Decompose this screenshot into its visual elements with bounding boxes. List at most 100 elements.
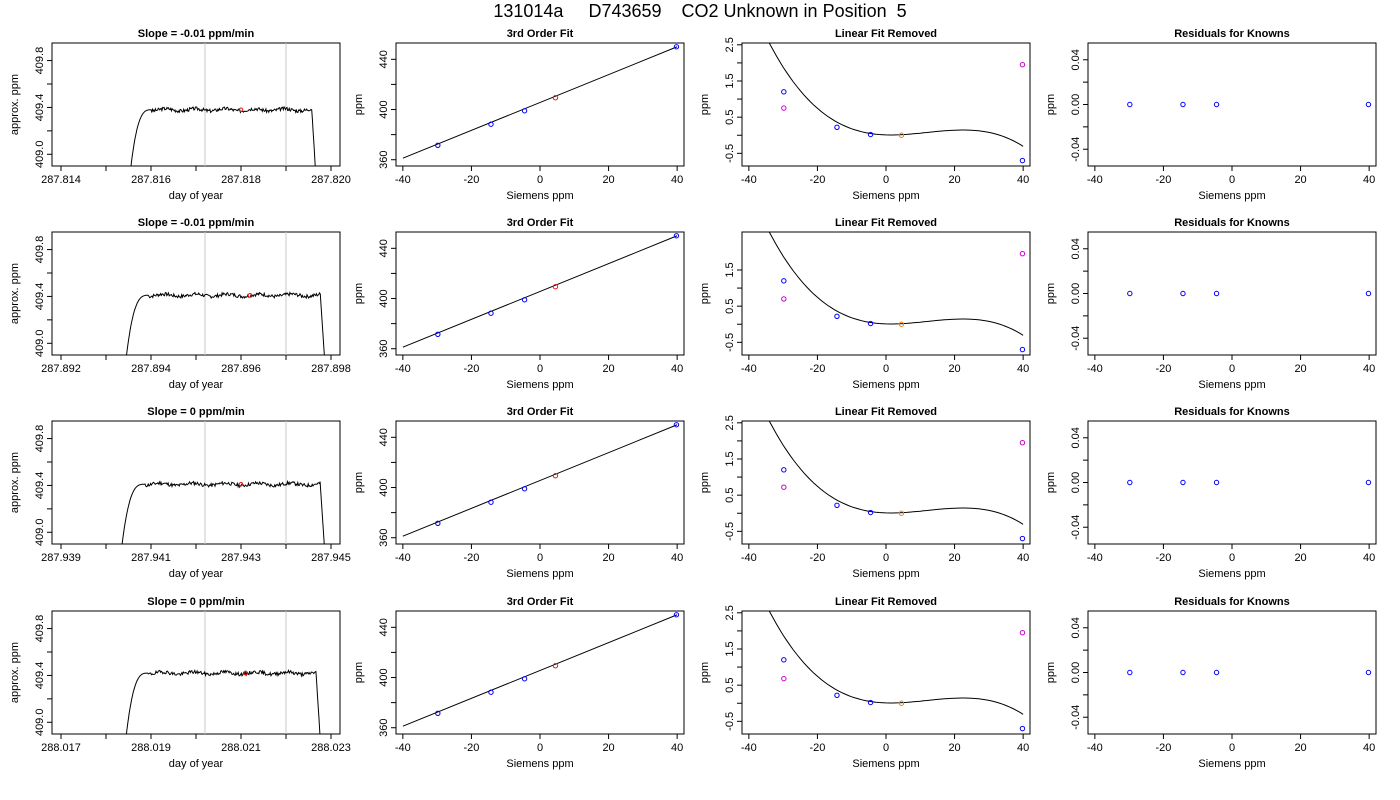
x-axis-label: Siemens ppm [1198,758,1265,770]
page-title: 131014a D743659 CO2 Unknown in Position … [493,1,907,21]
data-point [435,142,441,148]
x-tick-label: 40 [671,363,683,375]
y-tick-label: 2.5 [724,415,736,430]
data-point [552,284,559,290]
panel-title: 3rd Order Fit [507,217,574,229]
data-point [834,692,840,698]
plot-area [768,611,1026,732]
x-axis-label: Siemens ppm [852,379,919,391]
data-point [867,320,874,327]
panel-title: Linear Fit Removed [835,28,937,40]
y-axis-label: ppm [699,94,711,115]
y-tick-label: -0.5 [724,333,736,352]
y-tick-label: 0.00 [1070,662,1082,683]
y-tick-label: 409.0 [34,330,46,358]
ppm-trace [130,105,316,166]
y-tick-label: 409.4 [34,283,46,311]
x-tick-label: -20 [1155,363,1171,375]
data-point [521,297,528,303]
x-tick-label: 40 [671,174,683,186]
y-tick-label: 2.5 [724,37,736,52]
data-point [898,510,905,516]
plot-area [402,612,680,727]
y-tick-label: 400 [378,478,390,496]
data-point [1180,101,1186,108]
panel: Linear Fit Removed -40 -20 0 20 40 Siemens ppm… [699,406,1031,580]
y-tick-label: 440 [378,428,390,446]
plot-area [402,233,680,348]
x-tick-label: 0 [883,742,889,754]
x-tick-label: -20 [809,363,825,375]
data-point [1127,479,1133,486]
y-tick-label: 360 [378,340,390,358]
x-tick-label: 0 [537,174,543,186]
x-tick-label: 288.019 [131,742,171,754]
y-axis-label: ppm [1045,94,1057,115]
residual-curve [768,43,1024,147]
panel: Slope = -0.01 ppm/min 287.892 287.894 287.8… [9,217,351,391]
x-tick-label: -20 [809,742,825,754]
data-point [435,520,441,526]
panel: Residuals for Knowns -40 -20 0 20 40 Siemens p… [1045,28,1377,202]
x-tick-label: 287.816 [131,174,171,186]
panel: 3rd Order Fit -40 -20 0 20 40 Siemens ppm 360 40… [353,406,685,580]
plot-area [1127,479,1372,486]
data-point [1365,290,1372,297]
panel-title: Residuals for Knowns [1174,406,1290,418]
x-tick-label: -40 [1087,363,1103,375]
data-point [781,484,787,490]
data-point [1213,290,1220,297]
y-tick-label: 409.4 [34,472,46,500]
data-point [1127,669,1133,676]
data-point [1213,669,1220,676]
panel: Residuals for Knowns -40 -20 0 20 40 Siemens p… [1045,217,1377,391]
y-tick-label: 0.04 [1070,617,1082,638]
x-axis-label: day of year [169,758,224,770]
y-tick-label: 0.04 [1070,238,1082,259]
x-tick-label: 0 [1229,174,1235,186]
plot-frame [1087,42,1377,167]
y-tick-label: -0.04 [1070,515,1082,540]
data-point [781,278,787,284]
data-point [1127,101,1133,108]
x-axis-label: Siemens ppm [506,379,573,391]
x-axis-label: day of year [169,568,224,580]
fit-line [402,235,678,348]
x-axis-label: Siemens ppm [1198,379,1265,391]
x-tick-label: 287.814 [41,174,81,186]
data-point [435,331,441,337]
mean-marker [238,481,244,487]
x-tick-label: 40 [1017,174,1029,186]
y-tick-label: 409.4 [34,94,46,122]
y-tick-label: 1.5 [724,73,736,88]
x-tick-label: -20 [1155,174,1171,186]
y-tick-label: -0.04 [1070,326,1082,351]
y-axis-label: ppm [353,94,365,115]
plot-frame [741,420,1031,545]
data-point [867,699,874,706]
x-tick-label: 20 [602,363,614,375]
plot-area [1127,101,1372,108]
x-tick-label: -20 [463,552,479,564]
x-tick-label: -40 [1087,552,1103,564]
panel-title: Slope = -0.01 ppm/min [138,217,255,229]
data-point [673,44,680,50]
y-tick-label: 409.8 [34,236,46,264]
x-axis-label: Siemens ppm [506,568,573,580]
x-tick-label: 20 [948,174,960,186]
plot-frame [1087,231,1377,356]
x-tick-label: -40 [1087,742,1103,754]
residual-curve [768,232,1024,336]
data-point [1019,630,1026,636]
y-axis-label: approx. ppm [9,74,21,135]
data-point [521,676,528,682]
data-point [1180,479,1186,486]
plot-area [125,611,321,734]
x-tick-label: -20 [809,552,825,564]
panel-title: Slope = 0 ppm/min [147,596,245,608]
panel-title: Linear Fit Removed [835,217,937,229]
data-point [673,422,680,428]
data-point [867,509,874,516]
data-point [1180,669,1186,676]
plot-frame [51,42,341,167]
